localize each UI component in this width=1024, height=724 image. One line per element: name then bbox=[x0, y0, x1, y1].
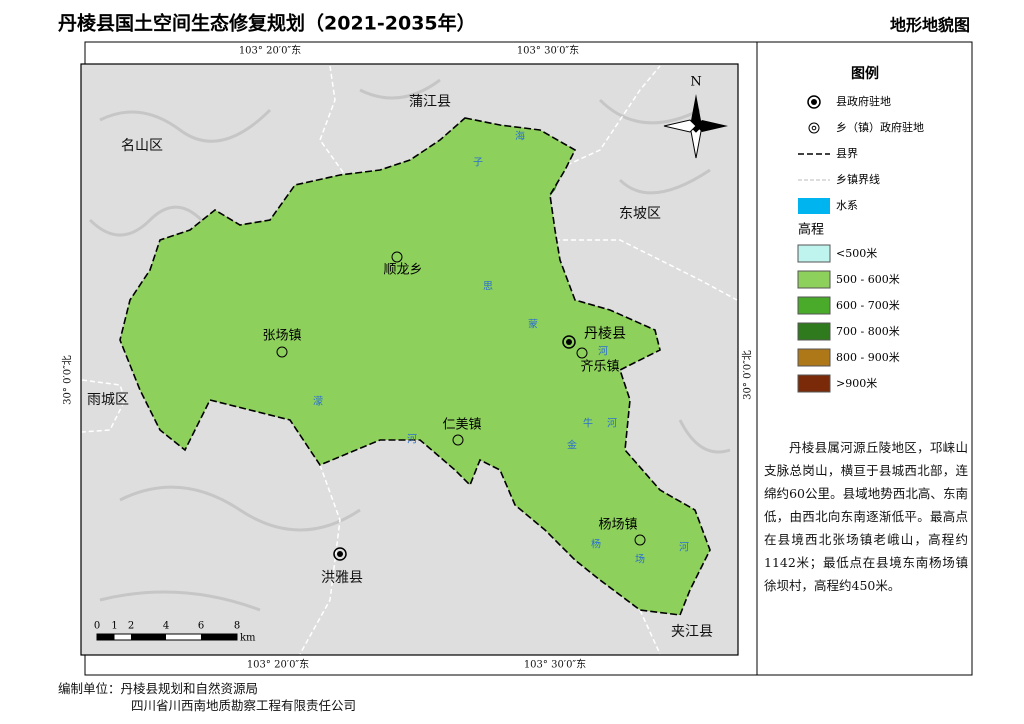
legend-swatch bbox=[797, 270, 831, 289]
river-label: 子 bbox=[473, 157, 483, 169]
scale-label: 0 bbox=[94, 621, 100, 632]
description: 丹棱县属河源丘陵地区，邛崃山支脉总岗山，横亘于县城西北部，连绵约60公里。县域地… bbox=[764, 440, 968, 593]
legend-subtitle: 高程 bbox=[798, 222, 824, 238]
north-label: N bbox=[690, 75, 701, 90]
river-label: 思 bbox=[483, 281, 493, 293]
town-symbol bbox=[276, 346, 288, 358]
legend-label: 600 - 700米 bbox=[836, 299, 900, 312]
hillshade bbox=[88, 78, 731, 612]
place-label: 雨城区 bbox=[87, 392, 129, 408]
coord-label: 103° 30′0″东 bbox=[517, 44, 579, 57]
footer: 编制单位：丹棱县规划和自然资源局 四川省川西南地质勘察工程有限责任公司 bbox=[58, 680, 356, 714]
legend-symbol bbox=[808, 122, 820, 134]
legend-swatch bbox=[798, 198, 830, 214]
legend-swatch bbox=[797, 296, 831, 315]
town-label: 仁美镇 bbox=[442, 418, 481, 433]
legend-label: 500 - 600米 bbox=[836, 273, 900, 286]
neighbor-labels: 蒲江县 名山区 东坡区 雨城区 洪雅县 夹江县 bbox=[87, 94, 713, 640]
map-name: 地形地貌图 bbox=[890, 16, 970, 35]
legend-label: >900米 bbox=[836, 377, 877, 390]
river-label: 牛 bbox=[583, 417, 593, 430]
river-label: 河 bbox=[679, 542, 689, 554]
legend-symbol bbox=[811, 125, 817, 131]
place-label: 洪雅县 bbox=[321, 570, 363, 586]
legend-label: 700 - 800米 bbox=[836, 325, 900, 338]
town-symbol bbox=[634, 534, 646, 546]
town-symbol bbox=[452, 434, 464, 446]
legend-label: 乡镇界线 bbox=[836, 172, 880, 186]
place-label: 蒲江县 bbox=[409, 94, 451, 110]
neighbor-boundaries bbox=[81, 65, 738, 655]
county-seat-symbol bbox=[566, 339, 572, 345]
legend-label: <500米 bbox=[836, 247, 877, 260]
place-label: 东坡区 bbox=[619, 206, 661, 222]
town-symbol bbox=[576, 347, 588, 359]
town-label: 杨场镇 bbox=[598, 518, 637, 533]
town-symbol bbox=[391, 251, 403, 263]
scale-unit: km bbox=[240, 633, 256, 644]
river-label: 河 bbox=[598, 346, 608, 358]
river-label: 场 bbox=[635, 553, 645, 566]
legend-swatch bbox=[797, 374, 831, 393]
legend-title: 图例 bbox=[851, 65, 879, 82]
scale-label: 1 bbox=[111, 621, 117, 632]
town-label: 张场镇 bbox=[262, 329, 301, 344]
legend-label: 800 - 900米 bbox=[836, 351, 900, 364]
legend-label: 县界 bbox=[836, 147, 858, 160]
coord-label: 103° 20′0″东 bbox=[247, 658, 309, 671]
north-arrow: N bbox=[663, 75, 728, 159]
town-labels: 顺龙乡 张场镇 齐乐镇 仁美镇 杨场镇 bbox=[262, 251, 646, 546]
county-seat-symbol bbox=[562, 335, 576, 349]
county-seat-symbol bbox=[337, 551, 343, 557]
legend-symbol bbox=[811, 99, 817, 105]
coord-label: 30° 0′0″北 bbox=[742, 350, 754, 400]
scale-label: 2 bbox=[128, 621, 134, 632]
county-seat-label: 丹棱县 bbox=[584, 326, 626, 342]
county-seat-symbol bbox=[333, 547, 347, 561]
legend: 图例 县政府驻地 乡（镇）政府驻地 县界 乡镇界线 水系 高程 <500米 500… bbox=[797, 65, 924, 393]
legend-swatch bbox=[797, 348, 831, 367]
scale-label: 6 bbox=[198, 621, 204, 632]
scale-segment bbox=[201, 634, 237, 640]
river-label: 河 bbox=[407, 434, 417, 446]
town-label: 顺龙乡 bbox=[383, 263, 422, 278]
legend-swatch bbox=[797, 322, 831, 341]
coord-label: 30° 0′0″北 bbox=[62, 355, 74, 405]
legend-label: 县政府驻地 bbox=[836, 94, 891, 108]
scale-segment bbox=[131, 634, 166, 640]
river-label: 河 bbox=[607, 418, 617, 430]
river-label: 海 bbox=[515, 130, 525, 143]
title: 丹棱县国土空间生态修复规划（2021-2035年） bbox=[58, 12, 476, 35]
coord-label: 103° 20′0″东 bbox=[239, 44, 301, 57]
coordinate-labels: 103° 20′0″东 103° 30′0″东 103° 20′0″东 103°… bbox=[62, 44, 754, 671]
place-label: 名山区 bbox=[121, 138, 163, 154]
legend-symbol bbox=[807, 95, 821, 109]
river-label: 金 bbox=[567, 439, 577, 452]
legend-swatch bbox=[797, 244, 831, 263]
legend-label: 乡（镇）政府驻地 bbox=[836, 120, 924, 134]
scale-label: 8 bbox=[234, 621, 240, 632]
river-label: 杨 bbox=[591, 538, 601, 551]
legend-label: 水系 bbox=[836, 199, 858, 212]
place-label: 夹江县 bbox=[671, 624, 713, 640]
footer-line: 四川省川西南地质勘察工程有限责任公司 bbox=[131, 698, 357, 713]
river-label: 蒙 bbox=[528, 318, 538, 331]
scale-label: 4 bbox=[163, 621, 169, 632]
river-label: 濛 bbox=[313, 396, 323, 408]
footer-line: 编制单位：丹棱县规划和自然资源局 bbox=[58, 681, 259, 696]
scale-segment bbox=[97, 634, 115, 640]
coord-label: 103° 30′0″东 bbox=[524, 658, 586, 671]
north-arrow-shape bbox=[696, 120, 728, 132]
town-label: 齐乐镇 bbox=[580, 359, 619, 375]
